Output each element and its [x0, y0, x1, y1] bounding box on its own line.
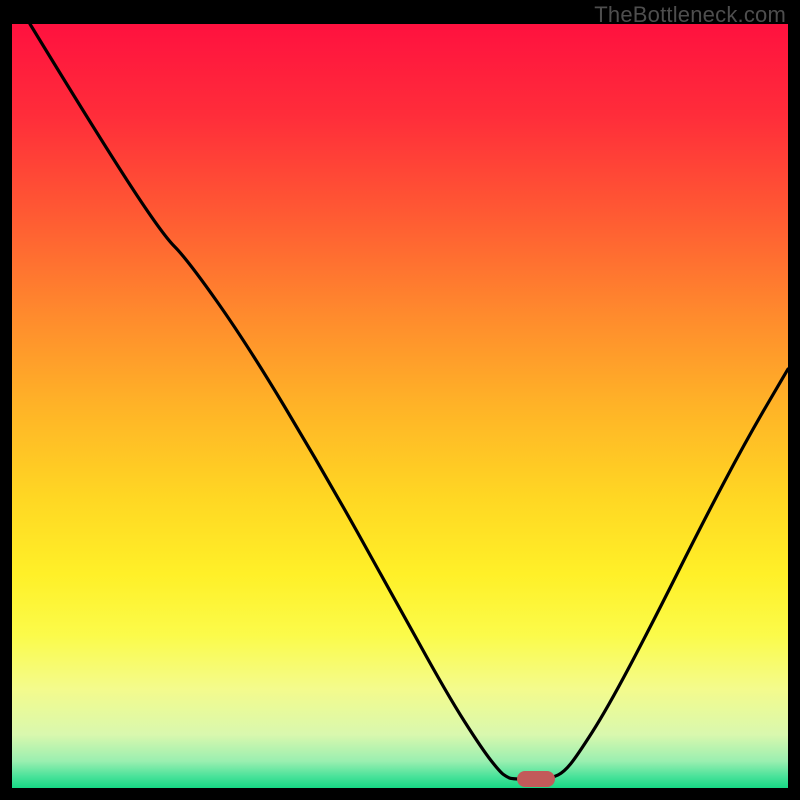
chart-frame: TheBottleneck.com	[0, 0, 800, 800]
plot-area	[12, 24, 788, 788]
bottleneck-curve	[12, 24, 788, 788]
optimal-marker	[517, 771, 555, 787]
